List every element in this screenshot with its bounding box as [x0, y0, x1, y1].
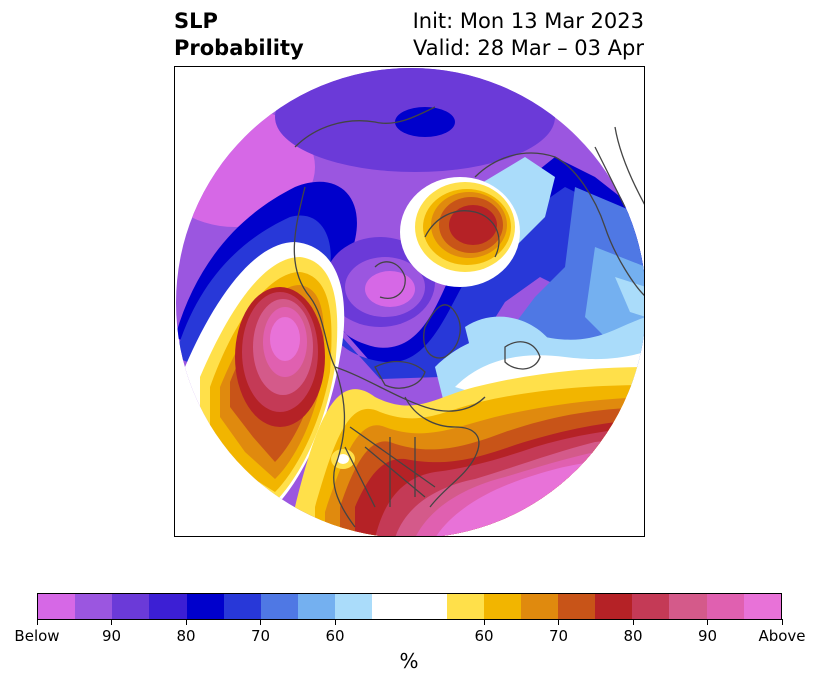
title-type: Probability [174, 36, 304, 60]
colorbar-segment [186, 594, 224, 619]
colorbar-tick-label: Below [14, 627, 60, 645]
colorbar-segment [557, 594, 596, 619]
colorbar-tick-label: 60 [474, 627, 494, 645]
colorbar [37, 593, 782, 620]
colorbar-tick [632, 619, 634, 625]
colorbar-tick-label: 60 [325, 627, 345, 645]
colorbar-tick-label: 90 [697, 627, 718, 645]
colorbar-tick [334, 619, 336, 625]
colorbar-segment [297, 594, 336, 619]
colorbar-segment [483, 594, 521, 619]
colorbar-segment [372, 594, 447, 619]
colorbar-segment [112, 594, 150, 619]
colorbar-segment [335, 594, 373, 619]
map-dates: Init: Mon 13 Mar 2023 Valid: 28 Mar – 03… [413, 8, 644, 62]
colorbar-segment [669, 594, 707, 619]
map-title: SLP Probability [174, 8, 304, 62]
colorbar-segment [223, 594, 261, 619]
probability-field [176, 68, 644, 536]
colorbar-tick-label: 70 [548, 627, 569, 645]
colorbar-tick [185, 619, 187, 625]
colorbar-tick [707, 619, 708, 625]
colorbar-tick-label: 70 [250, 627, 271, 645]
title-variable: SLP [174, 9, 218, 33]
colorbar-tick [483, 619, 485, 625]
colorbar-tick [36, 619, 38, 625]
colorbar-tick-label: 80 [176, 627, 196, 645]
colorbar-tick [260, 619, 261, 625]
colorbar-segment [38, 594, 76, 619]
colorbar-segment [75, 594, 113, 619]
colorbar-segment [260, 594, 298, 619]
colorbar-tick [558, 619, 559, 625]
colorbar-tick-label: 90 [101, 627, 122, 645]
colorbar-tick-label: 80 [623, 627, 643, 645]
colorbar-segment [149, 594, 187, 619]
polar-map [174, 66, 645, 537]
init-date: Init: Mon 13 Mar 2023 [412, 9, 644, 33]
colorbar-segment [743, 594, 781, 619]
colorbar-segment [632, 594, 670, 619]
colorbar-tick [781, 619, 783, 625]
colorbar-tick [111, 619, 112, 625]
colorbar-units: % [399, 649, 419, 673]
colorbar-segment [446, 594, 484, 619]
probability-map-svg [176, 68, 644, 536]
coastlines [293, 106, 644, 528]
colorbar-segment [520, 594, 558, 619]
valid-date-range: Valid: 28 Mar – 03 Apr [413, 36, 644, 60]
colorbar-tick-label: Above [758, 627, 806, 645]
colorbar-segment [595, 594, 633, 619]
colorbar-segment [706, 594, 744, 619]
